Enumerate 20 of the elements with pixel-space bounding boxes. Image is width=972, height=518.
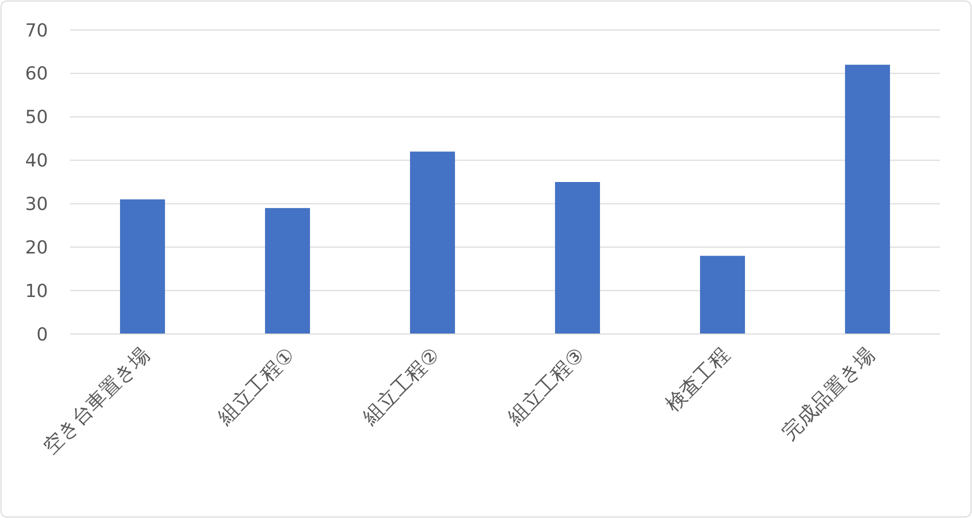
bar	[700, 256, 745, 334]
bar	[410, 152, 455, 334]
bar	[265, 208, 310, 334]
y-tick-label: 0	[36, 324, 48, 346]
x-tick-label: 完成品置き場	[777, 342, 880, 444]
x-tick-label: 組立工程③	[502, 342, 590, 430]
x-tick-label: 検査工程	[660, 342, 734, 416]
y-tick-label: 10	[25, 280, 48, 302]
x-tick-label: 組立工程①	[212, 342, 300, 430]
x-tick-label: 空き台車置き場	[38, 342, 154, 459]
y-tick-label: 60	[25, 64, 48, 85]
y-tick-label: 70	[25, 20, 48, 42]
y-tick-label: 30	[25, 194, 48, 216]
bar	[845, 64, 890, 334]
y-tick-label: 50	[25, 107, 48, 128]
y-tick-label: 20	[25, 237, 48, 258]
bar	[120, 199, 165, 334]
bar	[555, 182, 600, 334]
y-tick-label: 40	[25, 150, 48, 172]
x-tick-label: 組立工程②	[357, 342, 444, 430]
